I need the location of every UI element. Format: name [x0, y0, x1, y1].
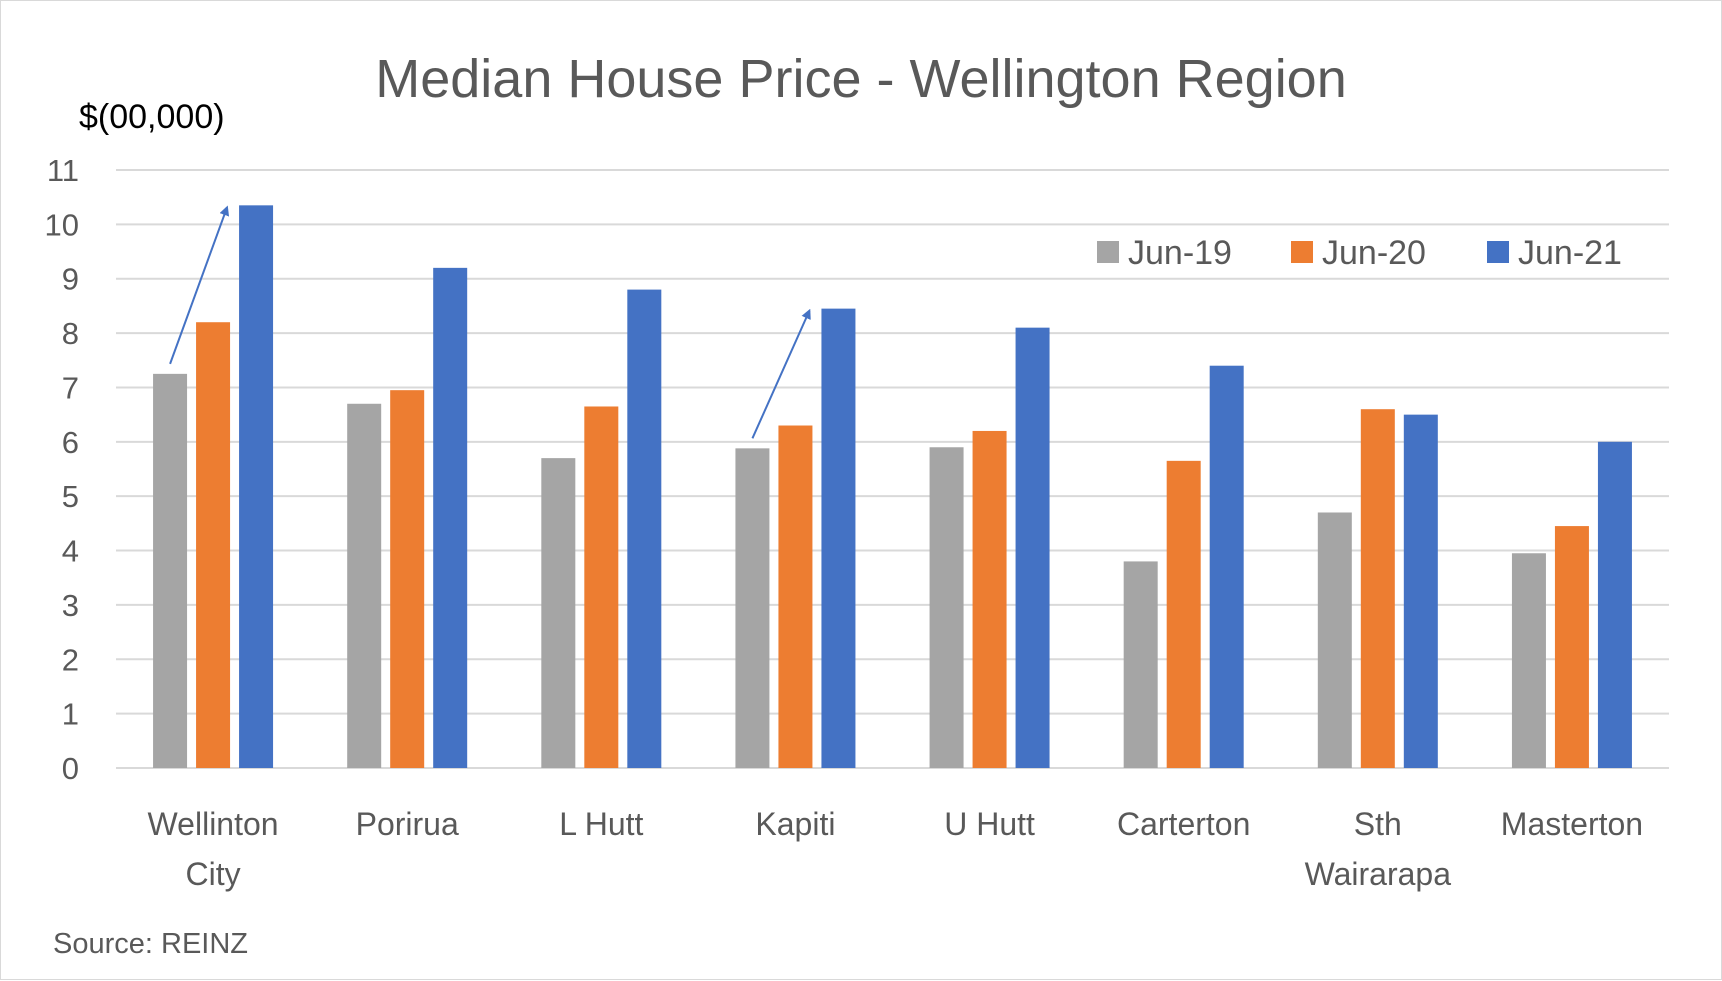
x-category-label: Sth [1354, 806, 1402, 842]
bar [972, 430, 1007, 768]
bar [778, 425, 813, 768]
bar [1209, 365, 1244, 768]
annotation-arrow [751, 308, 811, 439]
x-axis-categories: Wellinton City Porirua L Hutt Kapiti U Hutt Ca… [148, 806, 1644, 892]
bar [1317, 512, 1352, 768]
bar [627, 289, 662, 768]
bar [196, 322, 231, 768]
series-Jun-20 [196, 322, 1589, 768]
bar [735, 448, 770, 768]
x-category-label: Wellinton [148, 806, 279, 842]
y-tick-label: 11 [47, 153, 79, 188]
legend-swatch [1487, 241, 1509, 263]
y-tick-label: 9 [62, 262, 79, 297]
y-tick-label: 0 [62, 751, 79, 786]
bar [1597, 441, 1632, 768]
legend-label: Jun-19 [1128, 234, 1232, 272]
legend-swatch [1097, 241, 1119, 263]
x-category-label: Kapiti [755, 806, 835, 842]
x-category-label: City [186, 856, 241, 892]
y-tick-label: 5 [62, 479, 79, 514]
y-tick-label: 3 [62, 588, 79, 623]
x-category-label: Wairarapa [1305, 856, 1452, 892]
y-axis-unit-label: $(00,000) [79, 98, 225, 136]
bar [929, 447, 964, 768]
annotation-arrow [169, 205, 230, 365]
chart-title: Median House Price - Wellington Region [375, 49, 1347, 109]
legend-label: Jun-21 [1518, 234, 1622, 272]
series-Jun-21 [239, 205, 1632, 768]
series-Jun-19 [153, 373, 1546, 768]
x-category-label: L Hutt [559, 806, 643, 842]
y-tick-label: 8 [62, 316, 79, 351]
bar [1511, 553, 1546, 768]
bar [1554, 526, 1589, 768]
bar [584, 406, 619, 768]
bar [347, 403, 382, 768]
y-tick-label: 2 [62, 642, 79, 677]
bar [821, 308, 856, 768]
y-tick-label: 6 [62, 425, 79, 460]
x-category-label: Carterton [1117, 806, 1250, 842]
x-category-label: Porirua [356, 806, 459, 842]
legend-label: Jun-20 [1322, 234, 1426, 272]
bar [239, 205, 274, 768]
bar [1403, 414, 1438, 768]
bar [1360, 409, 1395, 768]
legend-swatch [1291, 241, 1313, 263]
annotation-arrows [169, 205, 811, 439]
y-tick-label: 4 [62, 534, 79, 569]
bar-series [153, 205, 1632, 768]
bar [1015, 327, 1050, 768]
y-axis-ticks: 0 1 2 3 4 5 6 7 8 9 10 11 [45, 153, 79, 786]
x-category-label: U Hutt [944, 806, 1035, 842]
bar [1166, 460, 1201, 768]
bar [433, 267, 468, 768]
bar [153, 373, 188, 768]
y-tick-label: 10 [45, 207, 79, 242]
bar [1123, 561, 1158, 768]
source-note: Source: REINZ [53, 928, 248, 960]
y-tick-label: 1 [62, 697, 79, 732]
bar [390, 390, 425, 768]
chart-legend: Jun-19 Jun-20 Jun-21 [1097, 234, 1622, 272]
x-category-label: Masterton [1501, 806, 1643, 842]
bar [541, 458, 576, 768]
y-tick-label: 7 [62, 370, 79, 405]
